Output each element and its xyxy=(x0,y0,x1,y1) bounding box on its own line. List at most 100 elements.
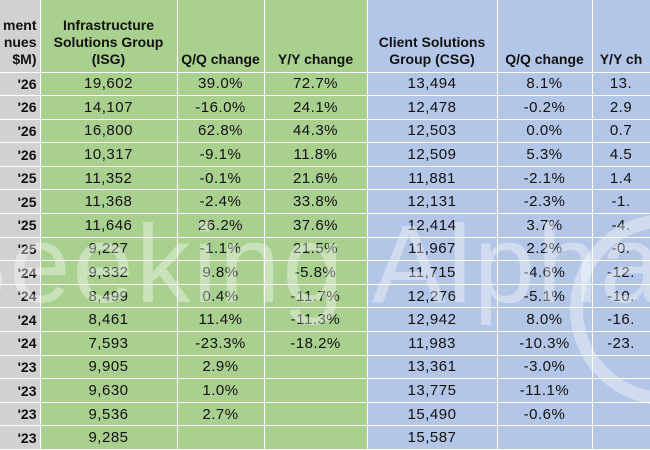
table-row: '24 7,593 -23.3% -18.2% 11,983 -10.3% -23. xyxy=(0,331,650,356)
column-header-csg-yy-change: Y/Y ch xyxy=(592,0,650,73)
cell-isg-qq-change: 0.4% xyxy=(177,284,265,309)
cell-csg-yy-change: 0.7 xyxy=(592,119,650,144)
cell-isg-qq-change: -0.1% xyxy=(177,166,265,191)
header-row: ment nues $M) Infrastructure Solutions G… xyxy=(0,0,650,73)
table-row: '26 10,317 -9.1% 11.8% 12,509 5.3% 4.5 xyxy=(0,142,650,167)
cell-isg-yy-change: 21.5% xyxy=(264,237,368,262)
table-row: '25 11,646 26.2% 37.6% 12,414 3.7% -4. xyxy=(0,213,650,238)
cell-isg-qq-change: 26.2% xyxy=(177,213,265,238)
cell-csg-yy-change xyxy=(592,378,650,403)
cell-csg-qq-change: -10.3% xyxy=(497,331,593,356)
cell-csg-qq-change: 5.3% xyxy=(497,142,593,167)
cell-csg-yy-change: 13. xyxy=(592,72,650,97)
row-label: '23 xyxy=(0,378,41,403)
cell-isg-revenue: 11,352 xyxy=(40,166,178,191)
cell-isg-qq-change: -1.1% xyxy=(177,237,265,262)
cell-isg-yy-change: 21.6% xyxy=(264,166,368,191)
cell-isg-yy-change xyxy=(264,378,368,403)
cell-csg-qq-change: -0.2% xyxy=(497,95,593,120)
cell-isg-revenue: 10,317 xyxy=(40,142,178,167)
row-label: '24 xyxy=(0,307,41,333)
corner-line-2: nues xyxy=(3,33,37,50)
cell-csg-revenue: 11,967 xyxy=(367,237,498,262)
cell-isg-yy-change: -18.2% xyxy=(264,331,368,356)
row-label: '25 xyxy=(0,166,41,191)
cell-csg-qq-change: -2.3% xyxy=(497,189,593,215)
cell-csg-qq-change: 8.0% xyxy=(497,307,593,333)
cell-csg-revenue: 13,775 xyxy=(367,378,498,403)
cell-csg-revenue: 12,414 xyxy=(367,213,498,238)
cell-csg-qq-change: -5.1% xyxy=(497,284,593,309)
cell-isg-yy-change: 24.1% xyxy=(264,95,368,120)
cell-csg-yy-change: -0. xyxy=(592,237,650,262)
cell-csg-revenue: 12,503 xyxy=(367,119,498,144)
cell-isg-revenue: 8,461 xyxy=(40,307,178,333)
cell-isg-yy-change xyxy=(264,425,368,450)
cell-isg-revenue: 16,800 xyxy=(40,119,178,144)
cell-csg-qq-change: -4.6% xyxy=(497,260,593,285)
column-header-isg-qq-change: Q/Q change xyxy=(177,0,265,73)
table-row: '25 9,227 -1.1% 21.5% 11,967 2.2% -0. xyxy=(0,237,650,262)
cell-isg-revenue: 7,593 xyxy=(40,331,178,356)
cell-isg-qq-change: -16.0% xyxy=(177,95,265,120)
cell-isg-revenue: 14,107 xyxy=(40,95,178,120)
row-label: '26 xyxy=(0,95,41,120)
cell-isg-qq-change: 2.9% xyxy=(177,355,265,380)
cell-isg-revenue: 9,332 xyxy=(40,260,178,285)
cell-isg-qq-change: -23.3% xyxy=(177,331,265,356)
cell-csg-yy-change: 1.4 xyxy=(592,166,650,191)
table-row: '25 11,368 -2.4% 33.8% 12,131 -2.3% -1. xyxy=(0,189,650,215)
cell-isg-yy-change: 33.8% xyxy=(264,189,368,215)
cell-isg-yy-change: -11.7% xyxy=(264,284,368,309)
column-header-isg-yy-change: Y/Y change xyxy=(264,0,368,73)
cell-csg-yy-change: 2.9 xyxy=(592,95,650,120)
table-row: '24 9,332 9.8% -5.8% 11,715 -4.6% -12. xyxy=(0,260,650,285)
cell-isg-qq-change xyxy=(177,425,265,450)
cell-csg-revenue: 13,361 xyxy=(367,355,498,380)
cell-csg-qq-change xyxy=(497,425,593,450)
cell-csg-yy-change: -23. xyxy=(592,331,650,356)
table-row: '23 9,630 1.0% 13,775 -11.1% xyxy=(0,378,650,403)
cell-isg-yy-change: 44.3% xyxy=(264,119,368,144)
row-label: '23 xyxy=(0,355,41,380)
cell-csg-yy-change: -12. xyxy=(592,260,650,285)
cell-csg-qq-change: -2.1% xyxy=(497,166,593,191)
cell-isg-revenue: 11,646 xyxy=(40,213,178,238)
cell-csg-yy-change: 4.5 xyxy=(592,142,650,167)
cell-isg-revenue: 9,905 xyxy=(40,355,178,380)
cell-csg-revenue: 13,494 xyxy=(367,72,498,97)
row-label: '25 xyxy=(0,213,41,238)
table-body: '26 19,602 39.0% 72.7% 13,494 8.1% 13. '26 14,10… xyxy=(0,72,650,450)
table-row: '23 9,905 2.9% 13,361 -3.0% xyxy=(0,355,650,380)
corner-header-segment-revenues: ment nues $M) xyxy=(0,0,41,73)
cell-csg-revenue: 15,587 xyxy=(367,425,498,450)
table-row: '26 19,602 39.0% 72.7% 13,494 8.1% 13. xyxy=(0,72,650,97)
row-label: '23 xyxy=(0,425,41,450)
row-label: '26 xyxy=(0,119,41,144)
corner-line-3: $M) xyxy=(12,50,37,67)
cell-isg-yy-change: 72.7% xyxy=(264,72,368,97)
cell-csg-revenue: 12,276 xyxy=(367,284,498,309)
cell-isg-qq-change: 62.8% xyxy=(177,119,265,144)
cell-isg-yy-change xyxy=(264,402,368,427)
cell-csg-yy-change xyxy=(592,355,650,380)
corner-line-1: ment xyxy=(3,16,37,33)
cell-csg-qq-change: 8.1% xyxy=(497,72,593,97)
cell-csg-yy-change xyxy=(592,402,650,427)
row-label: '26 xyxy=(0,72,41,97)
table-row: '25 11,352 -0.1% 21.6% 11,881 -2.1% 1.4 xyxy=(0,166,650,191)
cell-csg-revenue: 12,509 xyxy=(367,142,498,167)
table-row: '26 14,107 -16.0% 24.1% 12,478 -0.2% 2.9 xyxy=(0,95,650,120)
cell-csg-qq-change: -0.6% xyxy=(497,402,593,427)
cell-isg-qq-change: 1.0% xyxy=(177,378,265,403)
cell-csg-qq-change: 0.0% xyxy=(497,119,593,144)
cell-isg-qq-change: 2.7% xyxy=(177,402,265,427)
cell-isg-qq-change: 9.8% xyxy=(177,260,265,285)
cell-csg-qq-change: -11.1% xyxy=(497,378,593,403)
table-row: '26 16,800 62.8% 44.3% 12,503 0.0% 0.7 xyxy=(0,119,650,144)
cell-isg-revenue: 11,368 xyxy=(40,189,178,215)
cell-isg-revenue: 8,499 xyxy=(40,284,178,309)
cell-isg-revenue: 19,602 xyxy=(40,72,178,97)
table-row: '24 8,461 11.4% -11.3% 12,942 8.0% -16. xyxy=(0,307,650,333)
